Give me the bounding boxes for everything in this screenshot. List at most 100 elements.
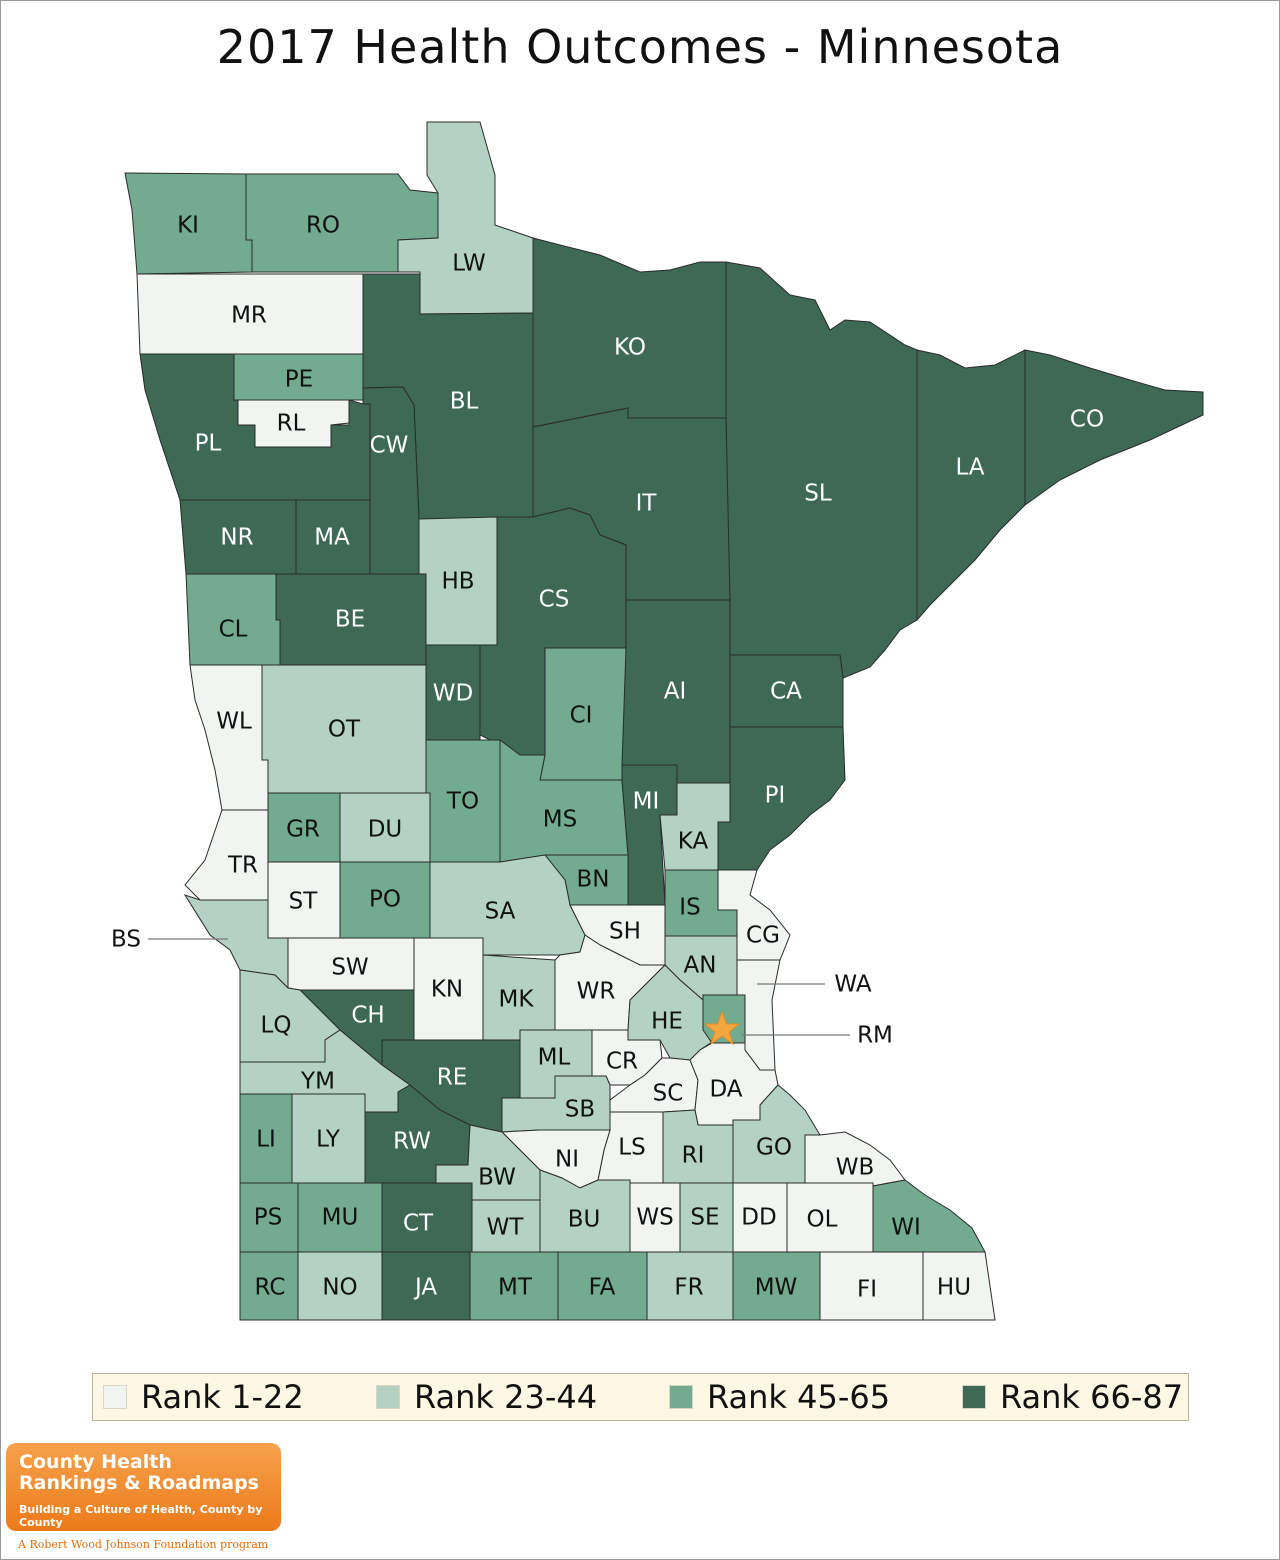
county-label-ja: JA bbox=[413, 1275, 437, 1301]
county-label-cw: CW bbox=[370, 433, 409, 459]
legend-swatch-rank-66-87 bbox=[962, 1385, 986, 1409]
county-hu[interactable] bbox=[922, 1251, 996, 1321]
county-label-rw: RW bbox=[393, 1129, 431, 1155]
county-label-ot: OT bbox=[328, 717, 361, 743]
county-label-ni: NI bbox=[555, 1147, 579, 1173]
county-label-cr: CR bbox=[606, 1049, 638, 1075]
county-label-bn: BN bbox=[577, 867, 610, 893]
county-label-ct: CT bbox=[403, 1211, 434, 1237]
county-label-rl: RL bbox=[277, 411, 306, 437]
county-label-co: CO bbox=[1070, 407, 1104, 433]
county-label-ol: OL bbox=[807, 1207, 838, 1233]
county-label-ca: CA bbox=[770, 679, 802, 705]
legend-label-rank-45-65: Rank 45-65 bbox=[707, 1378, 891, 1416]
county-label-it: IT bbox=[636, 491, 658, 517]
legend: Rank 1-22 Rank 23-44 Rank 45-65 Rank 66-… bbox=[92, 1373, 1189, 1421]
map-title: 2017 Health Outcomes - Minnesota bbox=[216, 20, 1064, 74]
county-cw[interactable] bbox=[362, 386, 420, 575]
county-wl[interactable] bbox=[189, 664, 269, 811]
county-label-ko: KO bbox=[614, 335, 646, 361]
county-co[interactable] bbox=[1024, 349, 1204, 506]
legend-label-rank-23-44: Rank 23-44 bbox=[414, 1378, 598, 1416]
county-label-gr: GR bbox=[286, 817, 320, 843]
legend-swatch-rank-1-22 bbox=[103, 1385, 127, 1409]
capital-star-icon bbox=[703, 1010, 741, 1046]
county-label-pe: PE bbox=[285, 367, 313, 393]
county-label-ka: KA bbox=[678, 829, 709, 855]
county-label-sc: SC bbox=[653, 1081, 684, 1107]
county-label-wr: WR bbox=[577, 979, 616, 1005]
callout-label-wa: WA bbox=[834, 972, 871, 998]
county-label-tr: TR bbox=[227, 853, 258, 879]
legend-item-rank-23-44: Rank 23-44 bbox=[376, 1374, 597, 1420]
minnesota-county-map: BS WA RM KI RO LW MR PE RL PL BL CW KO C… bbox=[111, 121, 1204, 1321]
county-ca[interactable] bbox=[729, 654, 844, 728]
county-label-se: SE bbox=[690, 1205, 719, 1231]
county-label-go: GO bbox=[756, 1135, 792, 1161]
county-label-mk: MK bbox=[499, 987, 535, 1013]
county-label-ch: CH bbox=[351, 1003, 384, 1029]
county-label-hu: HU bbox=[937, 1275, 971, 1301]
county-label-nr: NR bbox=[220, 525, 253, 551]
county-ko[interactable] bbox=[532, 237, 727, 428]
county-pl[interactable] bbox=[139, 353, 371, 501]
county-label-ym: YM bbox=[300, 1069, 335, 1095]
logo-subtitle: Building a Culture of Health, County by … bbox=[19, 1503, 263, 1529]
county-label-mt: MT bbox=[498, 1275, 533, 1301]
county-label-ki: KI bbox=[177, 213, 199, 239]
county-label-wt: WT bbox=[487, 1215, 525, 1241]
county-label-sw: SW bbox=[331, 955, 368, 981]
county-label-mu: MU bbox=[322, 1205, 359, 1231]
county-label-lq: LQ bbox=[261, 1013, 292, 1039]
legend-item-rank-45-65: Rank 45-65 bbox=[669, 1374, 890, 1420]
county-label-he: HE bbox=[651, 1009, 683, 1035]
county-label-ci: CI bbox=[570, 703, 593, 729]
county-label-wi: WI bbox=[891, 1215, 921, 1241]
logo-tagline: A Robert Wood Johnson Foundation program bbox=[18, 1538, 269, 1551]
county-label-la: LA bbox=[955, 455, 984, 481]
county-wi[interactable] bbox=[872, 1179, 986, 1253]
logo-line-1: County Health bbox=[19, 1451, 172, 1473]
county-label-sa: SA bbox=[485, 899, 516, 925]
legend-item-rank-66-87: Rank 66-87 bbox=[962, 1374, 1183, 1420]
county-label-du: DU bbox=[368, 817, 403, 843]
county-label-wl: WL bbox=[216, 709, 252, 735]
legend-item-rank-1-22: Rank 1-22 bbox=[103, 1374, 304, 1420]
county-label-fi: FI bbox=[857, 1277, 877, 1303]
county-label-sb: SB bbox=[565, 1097, 595, 1123]
county-label-cs: CS bbox=[539, 587, 570, 613]
county-label-is: IS bbox=[679, 895, 700, 921]
county-label-po: PO bbox=[369, 887, 401, 913]
county-label-bl: BL bbox=[450, 389, 479, 415]
county-label-pi: PI bbox=[765, 783, 786, 809]
legend-swatch-rank-45-65 bbox=[669, 1385, 693, 1409]
county-label-pl: PL bbox=[195, 431, 222, 457]
callout-label-bs: BS bbox=[111, 927, 141, 953]
county-label-st: ST bbox=[289, 889, 319, 915]
county-label-mw: MW bbox=[755, 1275, 798, 1301]
legend-label-rank-66-87: Rank 66-87 bbox=[1000, 1378, 1184, 1416]
county-label-wb: WB bbox=[836, 1155, 875, 1181]
county-label-wd: WD bbox=[433, 681, 473, 707]
chr-logo[interactable]: County Health Rankings & Roadmaps Buildi… bbox=[6, 1443, 281, 1531]
county-label-ms: MS bbox=[543, 807, 577, 833]
county-label-ml: ML bbox=[538, 1045, 571, 1071]
county-label-ri: RI bbox=[682, 1143, 705, 1169]
county-la[interactable] bbox=[916, 349, 1026, 622]
county-label-ro: RO bbox=[306, 213, 340, 239]
county-label-ai: AI bbox=[664, 679, 687, 705]
county-sl[interactable] bbox=[725, 261, 918, 679]
county-label-no: NO bbox=[322, 1275, 357, 1301]
county-label-ws: WS bbox=[636, 1205, 673, 1231]
county-label-mr: MR bbox=[231, 303, 267, 329]
county-label-cg: CG bbox=[746, 923, 780, 949]
county-label-ps: PS bbox=[254, 1205, 282, 1231]
county-label-bw: BW bbox=[478, 1165, 516, 1191]
logo-line-2: Rankings & Roadmaps bbox=[19, 1472, 259, 1494]
county-label-bu: BU bbox=[568, 1207, 601, 1233]
county-cg[interactable] bbox=[717, 869, 791, 961]
logo-title: County Health Rankings & Roadmaps bbox=[19, 1452, 259, 1494]
county-label-dd: DD bbox=[741, 1205, 776, 1231]
county-label-da: DA bbox=[709, 1077, 742, 1103]
legend-swatch-rank-23-44 bbox=[376, 1385, 400, 1409]
